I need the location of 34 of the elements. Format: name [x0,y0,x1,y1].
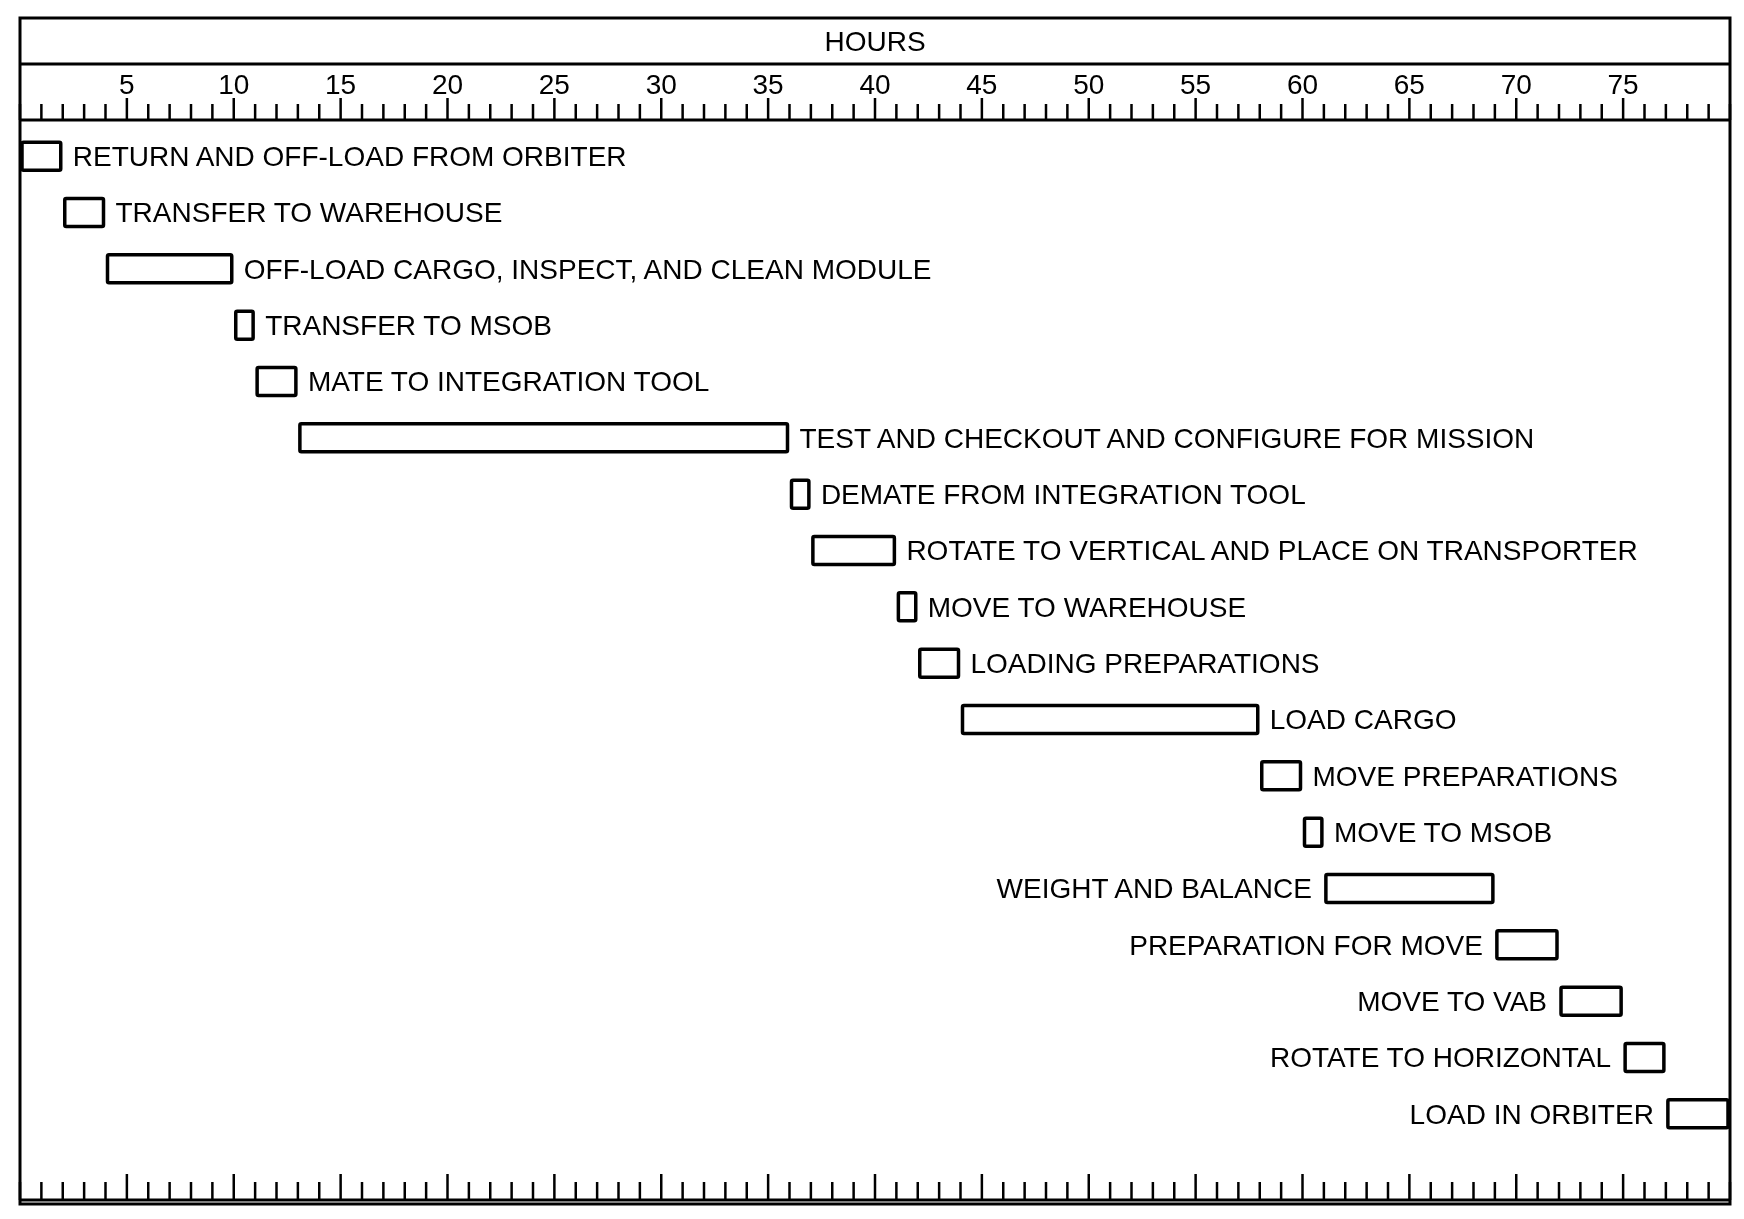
x-tick-label: 20 [431,69,464,100]
y-tick-label: LOADING PREPARATIONS [970,647,1320,679]
y-tick-label: PREPARATION FOR MOVE [1129,929,1483,961]
x-tick-label: 40 [859,69,891,100]
y-tick-label: MOVE TO VAB [1357,985,1547,1017]
y-tick-label: ROTATE TO HORIZONTAL [1269,1042,1612,1074]
x-tick-label: 75 [1607,69,1639,100]
y-tick-label: DEMATE FROM INTEGRATION TOOL [820,478,1306,510]
y-tick-label: OFF-LOAD CARGO, INSPECT, AND CLEAN MODULE [243,253,932,285]
y-tick-label: LOAD CARGO [1269,704,1457,736]
x-tick-label: 70 [1500,69,1532,100]
y-tick-label: MATE TO INTEGRATION TOOL [307,366,710,398]
x-tick-label: 55 [1180,69,1212,100]
x-tick-label: 65 [1393,69,1425,100]
x-axis-title: HOURS [824,26,926,58]
y-tick-label: LOAD IN ORBITER [1409,1098,1654,1130]
y-tick-label: ROTATE TO VERTICAL AND PLACE ON TRANSPORTER [906,535,1638,567]
x-tick-label: 25 [538,69,570,100]
y-tick-label: MOVE TO WAREHOUSE [927,591,1247,623]
y-tick-label: MOVE PREPARATIONS [1312,760,1618,792]
x-tick-label: 35 [752,69,784,100]
y-tick-label: TRANSFER TO MSOB [265,309,552,341]
x-tick-label: 10 [218,69,250,100]
y-tick-label: TRANSFER TO WAREHOUSE [115,197,503,229]
x-tick-label: 60 [1286,69,1319,100]
y-tick-label: TEST AND CHECKOUT AND CONFIGURE FOR MISSION [799,422,1535,454]
y-tick-label: RETURN AND OFF-LOAD FROM ORBITER [72,140,627,172]
y-tick-label: MOVE TO MSOB [1333,816,1553,848]
y-tick-label: WEIGHT AND BALANCE [996,873,1312,905]
x-tick-label: 15 [325,69,357,100]
x-tick-label: 30 [645,69,677,100]
x-tick-label: 45 [966,69,998,100]
x-tick-label: 50 [1073,69,1105,100]
x-tick-label: 5 [119,69,135,100]
